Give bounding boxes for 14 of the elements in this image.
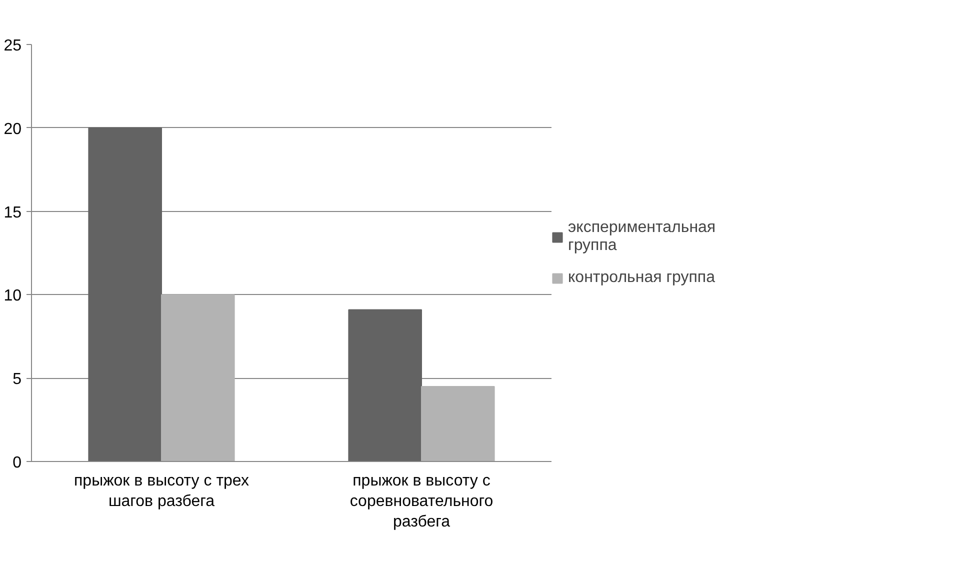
bar	[88, 127, 162, 462]
y-tick-label: 25	[4, 38, 22, 54]
y-tick-label: 15	[4, 204, 22, 222]
x-tick-label: прыжок в высоту с соревновательного разбега	[350, 472, 494, 530]
legend-label: контрольная группа	[568, 268, 715, 286]
bar	[348, 309, 422, 462]
bar	[161, 294, 235, 462]
x-tick-label: прыжок в высоту с трех шагов разбега	[74, 472, 249, 510]
y-tick-label: 20	[4, 120, 22, 138]
y-tick-label: 10	[4, 288, 22, 305]
legend-label: экспериментальная группа	[568, 218, 716, 254]
y-tick-label: 0	[12, 454, 22, 472]
bar	[421, 386, 495, 462]
y-tick-label: 5	[12, 371, 22, 388]
